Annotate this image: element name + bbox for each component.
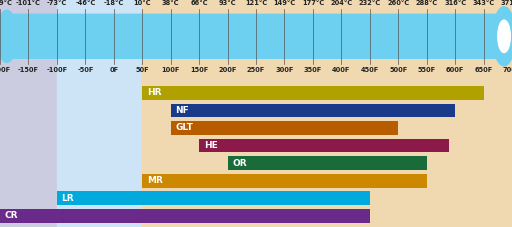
Ellipse shape (498, 20, 510, 52)
Text: 10°C: 10°C (134, 0, 151, 6)
Text: 150F: 150F (190, 67, 208, 73)
Text: -73°C: -73°C (47, 0, 67, 6)
Text: HR: HR (147, 88, 161, 97)
Text: 38°C: 38°C (162, 0, 179, 6)
Text: 204°C: 204°C (330, 0, 352, 6)
Text: 600F: 600F (446, 67, 464, 73)
Text: NF: NF (175, 106, 189, 115)
Text: -129°C: -129°C (0, 0, 12, 6)
Bar (142, 86, 483, 100)
Text: 50F: 50F (135, 67, 149, 73)
Text: 149°C: 149°C (273, 0, 295, 6)
Text: 500F: 500F (389, 67, 408, 73)
Text: 121°C: 121°C (245, 0, 267, 6)
Text: -100F: -100F (46, 67, 68, 73)
FancyBboxPatch shape (12, 14, 500, 59)
Bar (142, 174, 426, 188)
Bar (57, 0, 142, 227)
Bar (199, 139, 450, 152)
Bar (0, 0, 57, 227)
Text: -18°C: -18°C (103, 0, 124, 6)
Bar (170, 121, 398, 135)
Text: HE: HE (204, 141, 218, 150)
Text: 250F: 250F (247, 67, 265, 73)
Bar (227, 156, 426, 170)
Text: -200F: -200F (0, 67, 11, 73)
Bar (57, 192, 370, 205)
Bar (170, 104, 455, 117)
Text: 343°C: 343°C (473, 0, 495, 6)
Ellipse shape (493, 7, 512, 66)
Text: OR: OR (232, 159, 247, 168)
Bar (142, 0, 512, 227)
Text: 260°C: 260°C (387, 0, 409, 6)
Text: 66°C: 66°C (190, 0, 208, 6)
Text: 200F: 200F (219, 67, 237, 73)
Text: 177°C: 177°C (302, 0, 324, 6)
Text: 700F: 700F (503, 67, 512, 73)
Ellipse shape (0, 10, 17, 62)
Text: -150F: -150F (18, 67, 39, 73)
Text: 350F: 350F (304, 67, 322, 73)
Text: 316°C: 316°C (444, 0, 466, 6)
Text: MR: MR (147, 176, 163, 185)
Text: 550F: 550F (418, 67, 436, 73)
Text: 400F: 400F (332, 67, 351, 73)
Text: 0F: 0F (109, 67, 118, 73)
Text: 93°C: 93°C (219, 0, 237, 6)
Text: 232°C: 232°C (359, 0, 381, 6)
Text: LR: LR (61, 194, 74, 203)
Text: -50F: -50F (77, 67, 94, 73)
Text: 650F: 650F (475, 67, 493, 73)
Text: -46°C: -46°C (75, 0, 95, 6)
Text: 288°C: 288°C (416, 0, 438, 6)
Text: 100F: 100F (161, 67, 180, 73)
Text: CR: CR (5, 211, 18, 220)
Text: 450F: 450F (360, 67, 379, 73)
Text: -101°C: -101°C (16, 0, 41, 6)
Text: 371°C: 371°C (501, 0, 512, 6)
Bar (0, 209, 370, 223)
Text: GLT: GLT (175, 123, 193, 133)
Text: 300F: 300F (275, 67, 293, 73)
